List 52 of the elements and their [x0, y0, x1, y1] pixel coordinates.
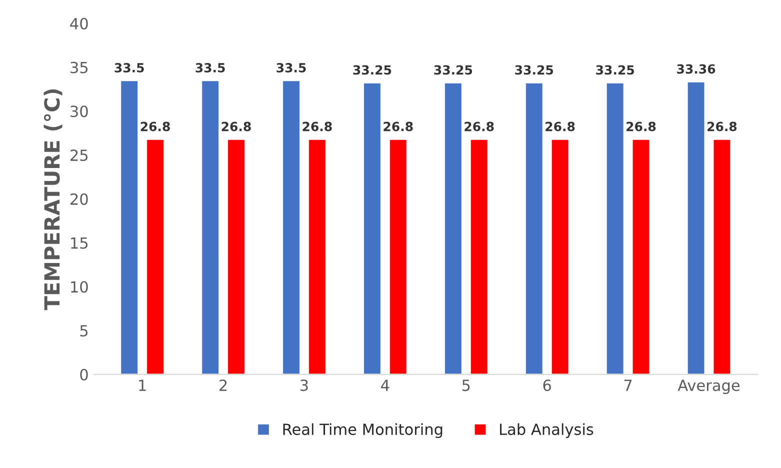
x-tick-label: 2 — [220, 380, 227, 391]
data-label: 26.8 — [140, 122, 170, 132]
x-tick-label: 5 — [462, 380, 470, 392]
y-tick-label: 15 — [71, 237, 88, 249]
bar — [362, 82, 382, 374]
bar — [686, 80, 706, 374]
data-label: 26.8 — [626, 122, 656, 132]
bar — [524, 82, 544, 374]
data-label: 26.8 — [222, 122, 251, 132]
data-label: 26.8 — [546, 122, 575, 132]
data-label: 33.25 — [353, 65, 392, 75]
y-tick-label: 35 — [70, 62, 88, 74]
y-tick-label: 0 — [80, 368, 88, 380]
data-label: 33.5 — [276, 63, 306, 72]
data-label: 33.25 — [434, 65, 472, 75]
x-tick-label: 3 — [300, 380, 308, 392]
y-tick-label: 20 — [70, 193, 88, 205]
bar — [388, 138, 408, 374]
bar — [444, 82, 463, 374]
data-label: 33.25 — [596, 65, 634, 75]
x-tick-label: 7 — [624, 380, 632, 391]
data-label: 33.25 — [515, 65, 554, 75]
data-label: 26.8 — [302, 122, 332, 132]
data-label: 26.8 — [384, 122, 413, 132]
bar — [200, 80, 220, 374]
data-label: 26.8 — [708, 122, 737, 132]
x-tick-label: Average — [678, 380, 740, 394]
bar — [631, 138, 651, 374]
legend-label: Real Time Monitoring — [283, 423, 442, 438]
bar — [146, 138, 165, 374]
y-tick-label: 30 — [70, 106, 88, 118]
y-tick-label: 25 — [70, 149, 88, 162]
bar — [550, 138, 570, 374]
x-tick-label: 6 — [543, 380, 551, 392]
y-tick-label: 5 — [80, 325, 88, 337]
bar — [469, 138, 489, 374]
bar — [605, 82, 625, 374]
x-tick-label: 1 — [139, 380, 146, 391]
data-label: 33.5 — [196, 63, 225, 72]
x-tick-label: 4 — [381, 380, 390, 391]
bar — [308, 138, 327, 374]
y-tick-label: 10 — [71, 281, 88, 293]
bar — [282, 80, 301, 374]
legend-label: Lab Analysis — [500, 423, 594, 438]
y-axis-title: TEMPERATURE (°C) — [44, 89, 62, 310]
data-label: 33.36 — [677, 64, 716, 74]
bar — [120, 80, 139, 374]
data-label: 26.8 — [464, 122, 494, 132]
bar — [226, 138, 246, 374]
data-label: 33.5 — [114, 63, 144, 72]
y-tick-label: 40 — [70, 18, 88, 30]
bar — [712, 138, 732, 374]
